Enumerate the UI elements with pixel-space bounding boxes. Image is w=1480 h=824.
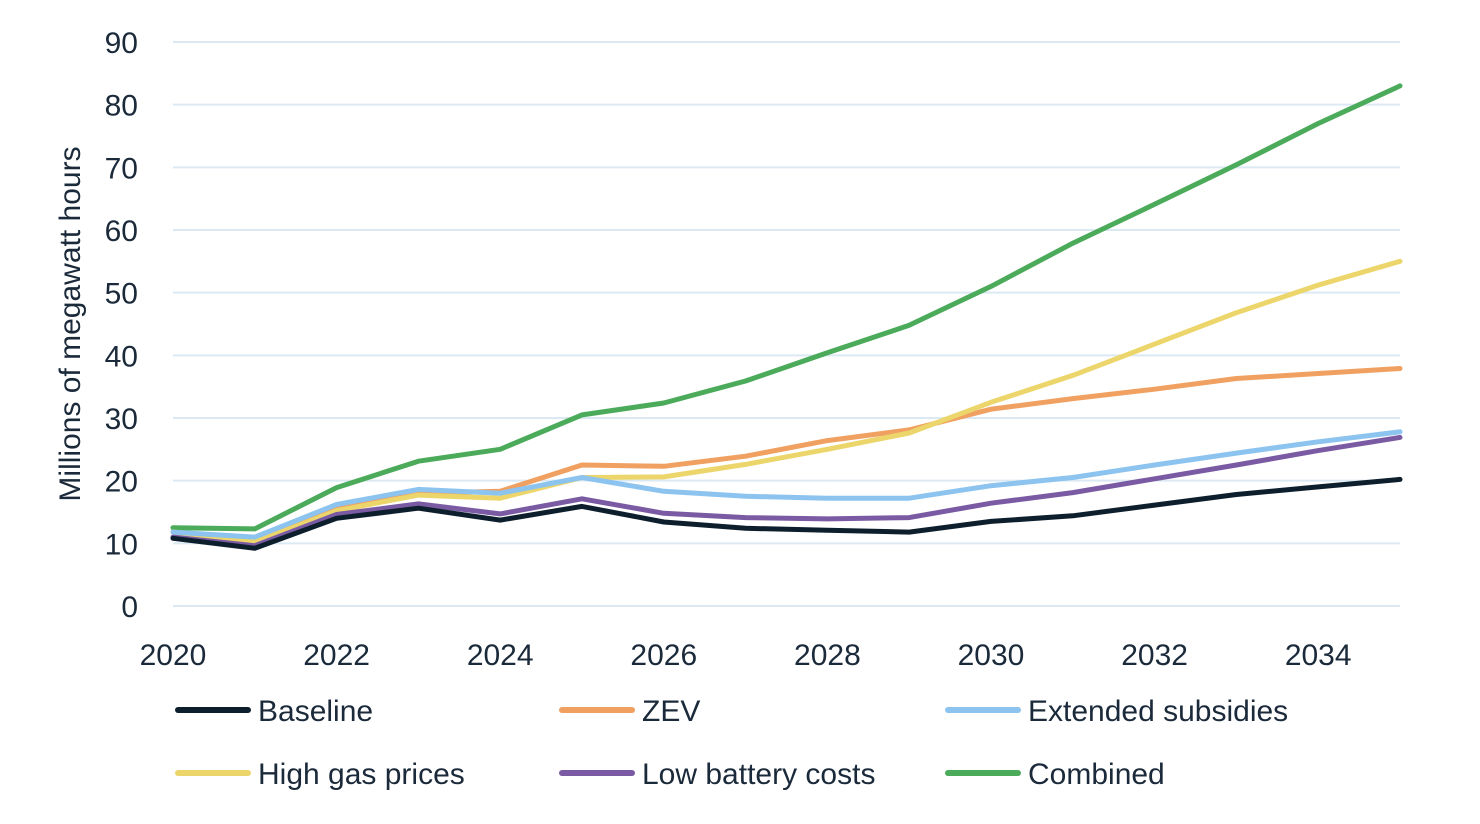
x-tick-label-2024: 2024 <box>467 639 534 672</box>
y-tick-label-50: 50 <box>105 278 138 311</box>
y-axis-title: Millions of megawatt hours <box>54 146 87 501</box>
y-tick-label-40: 40 <box>105 340 138 373</box>
legend-label-low-battery-costs: Low battery costs <box>642 758 875 791</box>
x-tick-label-2032: 2032 <box>1121 639 1188 672</box>
series-line-baseline <box>170 476 1403 551</box>
series-lines <box>170 83 1403 551</box>
legend-label-zev: ZEV <box>642 695 700 728</box>
y-tick-label-30: 30 <box>105 403 138 436</box>
y-tick-label-10: 10 <box>105 528 138 561</box>
legend: Baseline ZEV Extended subsidies High gas pr… <box>175 695 1288 791</box>
series-line-high-gas-prices <box>170 258 1403 545</box>
legend-label-combined: Combined <box>1028 758 1165 791</box>
series-line-extended-subsidies <box>170 429 1403 540</box>
y-tick-label-0: 0 <box>121 591 138 624</box>
y-tick-label-60: 60 <box>105 215 138 248</box>
y-tick-label-80: 80 <box>105 90 138 123</box>
x-tick-label-2030: 2030 <box>958 639 1025 672</box>
series-line-low-battery-costs <box>170 434 1403 549</box>
x-tick-label-2022: 2022 <box>303 639 370 672</box>
legend-label-extended-subsidies: Extended subsidies <box>1028 695 1288 728</box>
x-axis-ticks: 2020 2022 2024 2026 2028 2030 2032 2034 <box>140 639 1352 672</box>
x-tick-label-2028: 2028 <box>794 639 861 672</box>
y-axis-ticks: 0 10 20 30 40 50 60 70 80 90 <box>105 27 138 624</box>
x-tick-label-2034: 2034 <box>1285 639 1352 672</box>
y-tick-label-90: 90 <box>105 27 138 60</box>
series-line-combined <box>170 83 1403 532</box>
y-tick-label-20: 20 <box>105 466 138 499</box>
x-tick-label-2020: 2020 <box>140 639 207 672</box>
legend-label-high-gas-prices: High gas prices <box>258 758 465 791</box>
x-tick-label-2026: 2026 <box>630 639 697 672</box>
y-tick-label-70: 70 <box>105 152 138 185</box>
legend-label-baseline: Baseline <box>258 695 373 728</box>
grid-lines <box>173 41 1400 607</box>
